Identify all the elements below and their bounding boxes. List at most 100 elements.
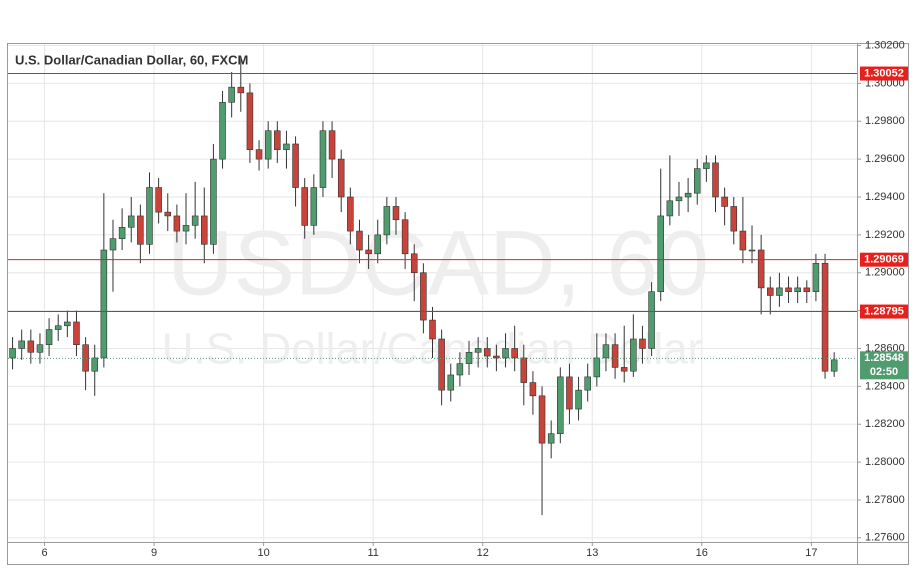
x-tick-label: 16 <box>696 547 708 559</box>
candle-body <box>310 187 318 226</box>
candle-body <box>410 253 418 274</box>
x-tick-label: 12 <box>477 547 489 559</box>
candle-body <box>493 355 500 359</box>
candle-body <box>821 262 829 372</box>
y-tick-label: 1.29400 <box>865 191 905 203</box>
candle-body <box>484 348 491 357</box>
candle-body <box>730 206 738 232</box>
candle-body <box>456 363 464 376</box>
candle-body <box>54 325 62 330</box>
candle-body <box>429 319 436 340</box>
candle-body <box>182 225 190 232</box>
candle-body <box>274 130 281 150</box>
candle-body <box>757 249 765 289</box>
candle-body <box>246 92 254 150</box>
candle-body <box>219 102 226 160</box>
candle-body <box>173 215 181 232</box>
candle-body <box>392 206 400 221</box>
candle-body <box>785 287 792 292</box>
candle-body <box>118 226 126 239</box>
candle-body <box>748 249 756 252</box>
candle-body <box>648 291 655 349</box>
candle-body <box>82 344 89 372</box>
chart-frame <box>7 43 909 565</box>
candle-body <box>301 187 308 226</box>
candle-body <box>675 196 683 202</box>
candle-body <box>776 287 783 296</box>
candle-body <box>109 238 117 251</box>
candle-body <box>511 348 518 359</box>
candle-body <box>666 200 674 217</box>
y-tick-label: 1.29600 <box>865 153 905 165</box>
candle-body <box>210 158 217 245</box>
candle-body <box>657 215 664 292</box>
candle-body <box>319 130 327 188</box>
candle-body <box>45 329 53 345</box>
candle-body <box>529 382 537 397</box>
candle-body <box>830 359 838 372</box>
candle-body <box>611 344 619 368</box>
y-tick-label: 1.28000 <box>865 456 905 468</box>
candle-body <box>383 206 391 236</box>
candle-body <box>201 215 208 245</box>
candle-body <box>684 192 692 198</box>
candle-body <box>557 376 564 434</box>
y-tick-label: 1.29200 <box>865 229 905 241</box>
candle-body <box>73 321 80 345</box>
watermark-symbol: USDCAD, 60 <box>167 212 709 314</box>
x-tick-label: 10 <box>257 547 269 559</box>
candle-body <box>347 196 354 232</box>
candle-body <box>64 321 71 327</box>
candle-body <box>137 215 144 245</box>
candle-body <box>566 376 573 410</box>
candle-body <box>721 196 728 207</box>
candle-body <box>693 168 701 194</box>
candle-body <box>127 215 135 228</box>
candle-body <box>420 272 427 321</box>
x-tick-label: 11 <box>367 547 378 559</box>
candle-body <box>328 130 336 160</box>
candle-body <box>228 86 235 103</box>
candle-body <box>191 215 199 226</box>
candle-body <box>401 219 409 255</box>
candle-body <box>237 86 245 94</box>
candle-body <box>100 249 108 359</box>
y-tick-label: 1.28400 <box>865 380 905 392</box>
candle-body <box>803 287 811 292</box>
candle-body <box>255 149 263 160</box>
x-tick-label: 17 <box>805 547 817 559</box>
countdown-label: 02:50 <box>870 366 898 378</box>
y-tick-label: 1.29000 <box>865 267 905 279</box>
candle-body <box>703 162 710 169</box>
chart-title: U.S. Dollar/Canadian Dollar, 60, FXCM <box>15 52 248 67</box>
y-tick-label: 1.27800 <box>865 494 905 506</box>
candle-body <box>739 230 747 251</box>
level-label: 1.28795 <box>864 305 904 317</box>
candle-body <box>630 338 637 372</box>
candle-body <box>465 351 473 364</box>
candle-body <box>264 130 272 160</box>
level-label-bg <box>860 304 908 319</box>
candle-body <box>767 287 774 296</box>
y-tick-label: 1.29800 <box>865 115 905 127</box>
candle-body <box>365 249 372 255</box>
candle-body <box>584 376 591 391</box>
candle-body <box>502 348 509 359</box>
candle-body <box>164 211 172 217</box>
candle-body <box>794 287 801 292</box>
x-tick-label: 9 <box>151 547 157 559</box>
x-tick-label: 6 <box>41 547 47 559</box>
y-tick-label: 1.28200 <box>865 418 905 430</box>
candle-body <box>575 389 582 410</box>
candle-body <box>438 338 445 391</box>
candle-body <box>292 143 299 188</box>
candle-body <box>593 357 601 378</box>
y-tick-label: 1.27600 <box>865 532 905 544</box>
candle-body <box>18 340 25 349</box>
candle-body <box>712 162 719 198</box>
candle-body <box>520 357 528 383</box>
candle-body <box>283 143 290 150</box>
candle-body <box>91 357 98 372</box>
y-tick-label: 1.30200 <box>865 39 905 51</box>
